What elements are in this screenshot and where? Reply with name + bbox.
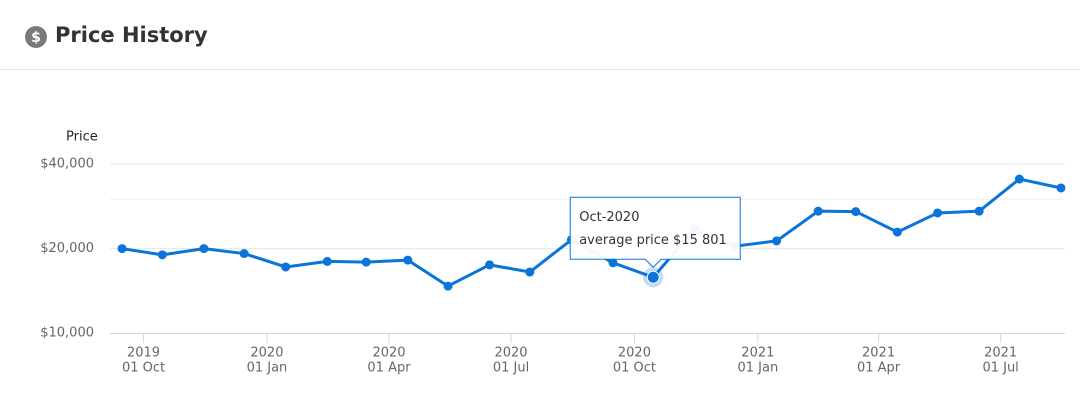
data-point (813, 206, 823, 216)
tooltip-title: Oct-2020 (579, 210, 639, 225)
data-point (646, 270, 660, 284)
data-point (157, 250, 167, 260)
x-tick-year: 2021 (862, 346, 895, 361)
data-point (199, 244, 209, 254)
header-icon: $ (31, 30, 41, 46)
y-tick-label: $10,000 (40, 326, 94, 341)
tooltip-label: average price $15 801 (579, 233, 727, 248)
data-point (443, 281, 453, 291)
x-tick-year: 2020 (250, 346, 283, 361)
data-point (608, 258, 618, 268)
data-point (361, 257, 371, 267)
x-tick-label: 01 Oct (613, 361, 656, 376)
x-tick-label: 01 Apr (367, 361, 411, 376)
header-title: Price History (55, 23, 208, 47)
header-icon-bg (25, 26, 47, 48)
data-point (403, 255, 413, 265)
x-tick-year: 2020 (494, 346, 527, 361)
data-point (281, 262, 291, 272)
x-tick-year: 2021 (984, 346, 1017, 361)
x-tick-label: 01 Jan (737, 361, 778, 376)
y-tick-label: $40,000 (40, 157, 94, 172)
data-point (772, 236, 782, 246)
x-tick-year: 2019 (127, 346, 160, 361)
data-point (933, 208, 943, 218)
data-point (892, 227, 902, 237)
tooltip-box (569, 196, 741, 268)
data-point (117, 244, 127, 254)
x-tick-label: 01 Jul (493, 361, 529, 376)
data-point (525, 267, 535, 277)
data-point (974, 206, 984, 216)
x-tick-label: 01 Jul (982, 361, 1018, 376)
x-tick-year: 2020 (618, 346, 651, 361)
data-point (851, 207, 861, 217)
data-point (1056, 183, 1066, 193)
x-tick-year: 2021 (741, 346, 774, 361)
x-tick-label: 01 Apr (857, 361, 901, 376)
data-point (485, 260, 495, 270)
data-point (1014, 174, 1024, 184)
data-point (322, 256, 332, 266)
y-tick-label: $20,000 (40, 241, 94, 256)
x-tick-label: 01 Oct (122, 361, 165, 376)
data-point (239, 249, 249, 259)
x-tick-label: 01 Jan (247, 361, 288, 376)
x-tick-year: 2020 (372, 346, 405, 361)
y-axis-title: Price (66, 130, 98, 145)
